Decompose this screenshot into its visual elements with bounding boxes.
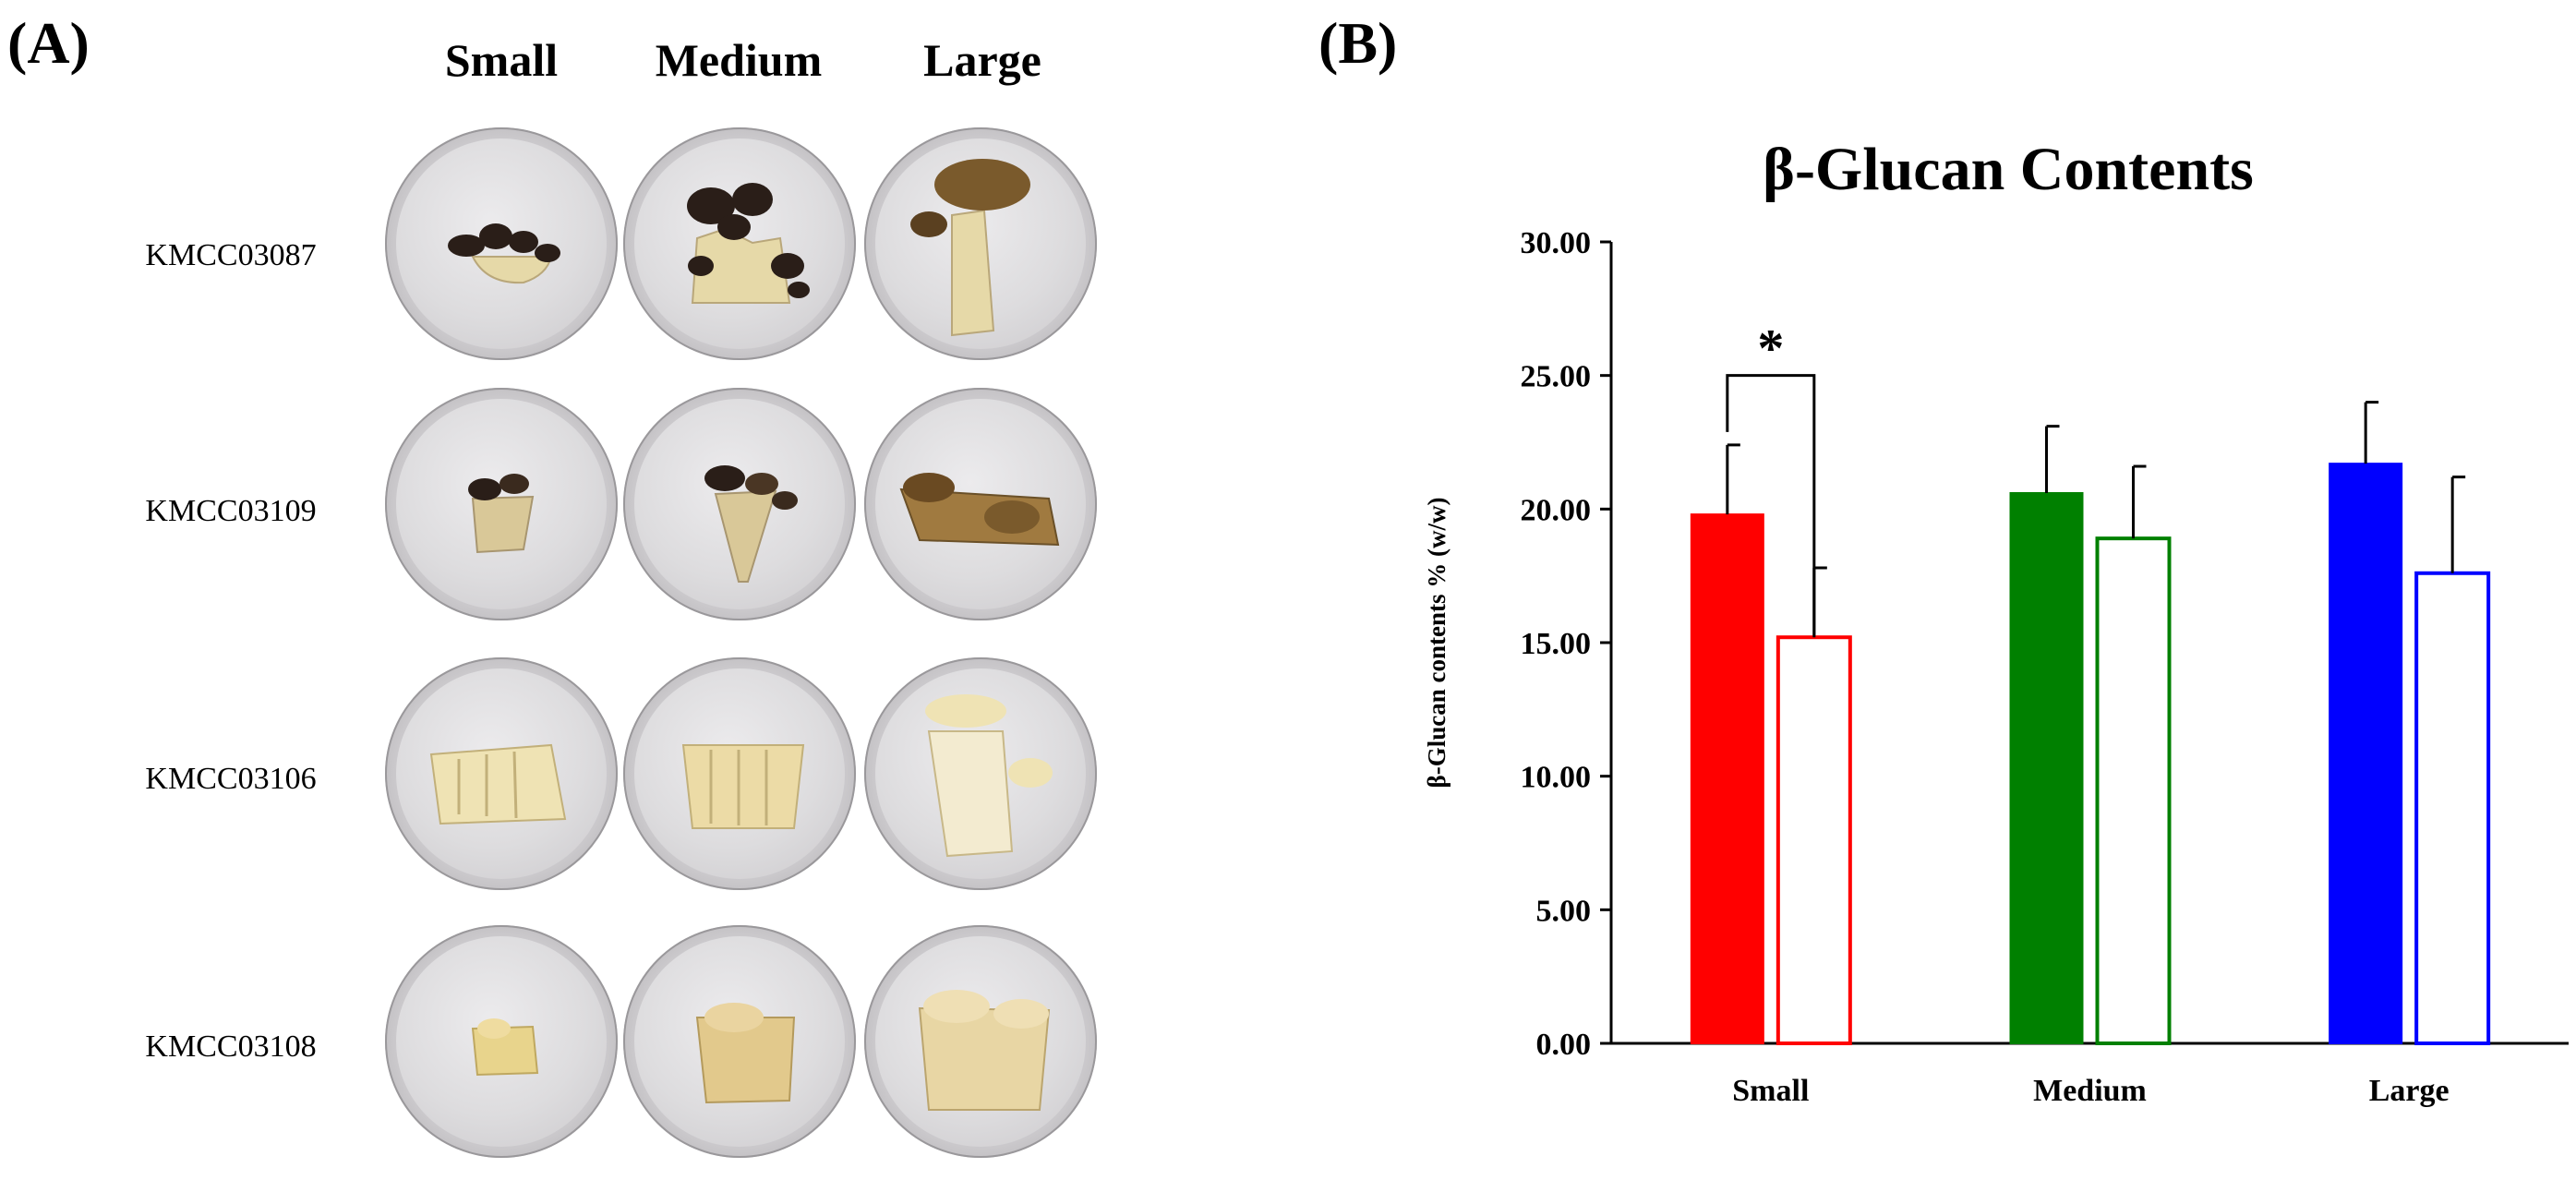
column-header-small: Small — [444, 34, 559, 86]
column-header-medium: Medium — [655, 34, 823, 86]
bar-small-filled — [1690, 513, 1764, 1044]
bar-large-filled — [2329, 463, 2403, 1044]
mushroom-specimen-icon — [910, 159, 1030, 337]
mushroom-specimen-icon — [918, 990, 1051, 1111]
y-axis-label: β-Glucan contents % (w/w) — [1423, 498, 1451, 789]
y-tick-label: 5.00 — [1536, 894, 1592, 928]
dish-kmcc03108-large — [864, 925, 1097, 1158]
mushroom-specimen-icon — [429, 743, 567, 825]
x-tick-label-large: Large — [2369, 1074, 2450, 1108]
bar-small-open — [1776, 635, 1852, 1045]
dish-kmcc03108-medium — [623, 925, 856, 1158]
beta-glucan-chart: β-Glucan Contents 0.00 5.00 10.00 15.00 20.00… — [1330, 111, 2576, 1180]
dish-kmcc03109-small — [385, 388, 618, 620]
dish-kmcc03109-medium — [623, 388, 856, 620]
mushroom-specimen-icon — [468, 474, 535, 554]
bar-large-open — [2414, 571, 2491, 1045]
y-tick-label: 0.00 — [1536, 1028, 1592, 1062]
significance-bracket — [1726, 374, 1816, 636]
mushroom-specimen-icon — [448, 223, 560, 284]
mushroom-specimen-icon — [704, 465, 798, 583]
dish-kmcc03087-medium — [623, 127, 856, 360]
mushroom-specimen-icon — [925, 694, 1053, 858]
chart-title: β-Glucan Contents — [1763, 136, 2254, 203]
panel-b-label: (B) — [1318, 10, 1398, 76]
mushroom-specimen-icon — [687, 183, 810, 304]
y-tick-label: 25.00 — [1521, 360, 1592, 394]
dish-kmcc03087-large — [864, 127, 1097, 360]
dish-kmcc03087-small — [385, 127, 618, 360]
mushroom-specimen-icon — [681, 744, 805, 829]
row-label-kmcc03106: KMCC03106 — [145, 762, 317, 796]
row-label-kmcc03108: KMCC03108 — [145, 1029, 317, 1064]
column-header-large: Large — [923, 34, 1041, 86]
dish-kmcc03109-large — [864, 388, 1097, 620]
significance-marker: * — [1757, 319, 1784, 379]
mushroom-specimen-icon — [695, 1003, 796, 1104]
dish-kmcc03106-small — [385, 657, 618, 890]
row-label-kmcc03109: KMCC03109 — [145, 494, 317, 528]
mushroom-specimen-icon — [471, 1018, 539, 1077]
dish-kmcc03106-large — [864, 657, 1097, 890]
row-label-kmcc03087: KMCC03087 — [145, 238, 317, 272]
panel-a-label: (A) — [7, 10, 90, 76]
y-tick-label: 15.00 — [1521, 627, 1592, 661]
y-tick-label: 20.00 — [1521, 493, 1592, 527]
x-tick-label-medium: Medium — [2033, 1074, 2147, 1108]
y-tick-label: 30.00 — [1521, 226, 1592, 260]
mushroom-specimen-icon — [899, 473, 1060, 547]
dish-kmcc03106-medium — [623, 657, 856, 890]
bar-medium-filled — [2009, 491, 2084, 1044]
dish-kmcc03108-small — [385, 925, 618, 1158]
bar-medium-open — [2095, 536, 2172, 1046]
y-tick-label: 10.00 — [1521, 761, 1592, 795]
x-tick-label-small: Small — [1732, 1074, 1809, 1108]
chart-canvas: β-Glucan Contents 0.00 5.00 10.00 15.00 20.00… — [1423, 136, 2569, 1108]
